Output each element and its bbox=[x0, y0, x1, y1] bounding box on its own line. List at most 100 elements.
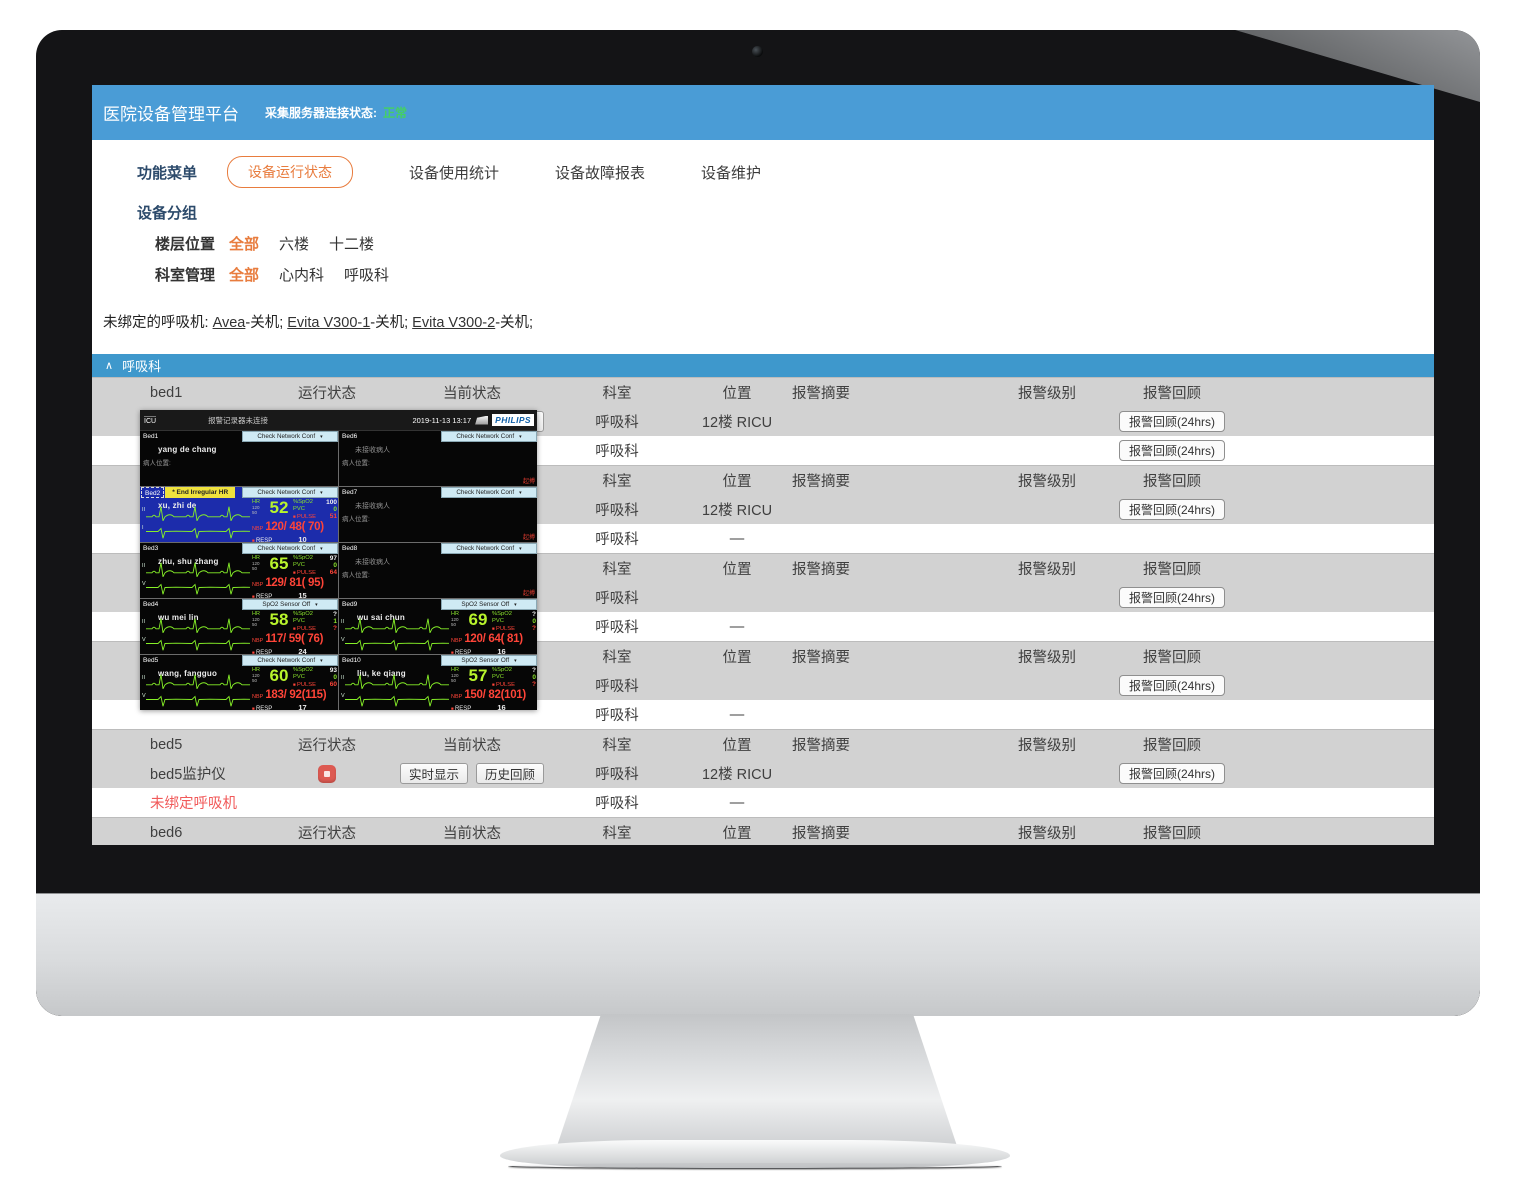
ecg-waveform bbox=[146, 674, 250, 689]
bed-id-label: Bed6 bbox=[342, 433, 358, 440]
vitals-panel: HR 120 50 57 %SpO2? PVC 0 PULSE? NBP150/ … bbox=[451, 666, 536, 710]
central-monitor-overlay: ICU 报警记录器未连接 2019-11-13 13:17 PHILIPS Be… bbox=[140, 410, 537, 710]
resp-label: RESP bbox=[451, 650, 471, 654]
no-patient-label: 未接收病人 bbox=[355, 447, 390, 454]
pulse-value: 60 bbox=[329, 681, 337, 688]
bed-config-dropdown-label: SpO2 Sensor Off bbox=[262, 601, 311, 608]
col-header-alarm-level: 报警级别 bbox=[1018, 562, 1076, 578]
chevron-down-icon: ▾ bbox=[514, 601, 517, 608]
unbound-link-avea[interactable]: Avea bbox=[212, 315, 246, 331]
ecg-waveform bbox=[345, 618, 449, 633]
bed-cell-body: 未接收病人 病人位置: 起搏 bbox=[339, 498, 537, 542]
history-review-button[interactable]: 历史回顾 bbox=[476, 763, 545, 784]
device-location: — bbox=[729, 618, 745, 635]
bed-config-dropdown-label: Check Network Conf bbox=[257, 657, 316, 664]
hr-value: 60 bbox=[269, 666, 289, 685]
device-location: 12楼 RICU bbox=[701, 503, 773, 519]
alarm-review-24hrs-button[interactable]: 报警回顾(24hrs) bbox=[1118, 763, 1225, 784]
corner-status-label: 起搏 bbox=[522, 591, 535, 597]
unbound-ventilators-line: 未绑定的呼吸机: Avea-关机; Evita V300-1-关机; Evita… bbox=[103, 311, 1434, 332]
bed-id-label: Bed9 bbox=[342, 601, 358, 608]
ecg-waveform bbox=[146, 618, 250, 633]
tab-device-fault-report[interactable]: 设备故障报表 bbox=[555, 164, 646, 182]
unbound-prefix: 未绑定的呼吸机: bbox=[103, 315, 209, 331]
bed-config-dropdown[interactable]: Check Network Conf ▾ bbox=[441, 431, 537, 442]
webcam-dot bbox=[752, 46, 763, 57]
alarm-review-24hrs-button[interactable]: 报警回顾(24hrs) bbox=[1118, 440, 1225, 461]
chevron-down-icon: ▾ bbox=[320, 433, 323, 440]
bed-config-dropdown[interactable]: Check Network Conf ▾ bbox=[441, 543, 537, 554]
nbp-value: 129/ 81( 95) bbox=[265, 577, 324, 589]
tab-device-run-status[interactable]: 设备运行状态 bbox=[227, 156, 354, 188]
device-dept: 呼吸科 bbox=[595, 532, 639, 548]
pulse-value: ? bbox=[532, 625, 536, 632]
unbound-link-evita-v300-2[interactable]: Evita V300-2 bbox=[412, 315, 496, 331]
unbound-link-evita-v300-1[interactable]: Evita V300-1 bbox=[287, 315, 371, 331]
tab-device-maintenance[interactable]: 设备维护 bbox=[701, 164, 762, 182]
ecg-waveform bbox=[146, 695, 250, 707]
patient-location-label: 病人位置: bbox=[342, 572, 370, 579]
filter-floor-12[interactable]: 十二楼 bbox=[329, 236, 375, 253]
section-bar-respiratory[interactable]: ∧ 呼吸科 bbox=[92, 354, 1434, 377]
spo2-value: ? bbox=[532, 611, 536, 618]
col-header-dept: 科室 bbox=[602, 650, 632, 666]
monitor-bed-cell: Bed8 Check Network Conf ▾ 未接收病人 病人位置: 起搏 bbox=[339, 543, 537, 598]
bed-config-dropdown[interactable]: Check Network Conf ▾ bbox=[242, 487, 338, 498]
pvc-value: 0 bbox=[532, 618, 536, 625]
col-header-alarm-summary: 报警摘要 bbox=[792, 650, 850, 666]
alarm-review-24hrs-button[interactable]: 报警回顾(24hrs) bbox=[1118, 499, 1225, 520]
ecg-waveform bbox=[345, 695, 449, 707]
filter-floor-all[interactable]: 全部 bbox=[229, 236, 260, 253]
bed-cell-body: wu mei lin II V HR 120 50 58 %SpO2? PVC 1 bbox=[140, 610, 338, 654]
bed-config-dropdown[interactable]: SpO2 Sensor Off ▾ bbox=[441, 655, 537, 666]
bed-config-dropdown[interactable]: SpO2 Sensor Off ▾ bbox=[242, 599, 338, 610]
monitor-unit-label: ICU bbox=[144, 415, 157, 425]
bed-config-dropdown[interactable]: SpO2 Sensor Off ▾ bbox=[441, 599, 537, 610]
bed-config-dropdown[interactable]: Check Network Conf ▾ bbox=[242, 655, 338, 666]
bed-cell-header: Bed6 Check Network Conf ▾ bbox=[339, 431, 537, 442]
chevron-down-icon: ▾ bbox=[519, 545, 522, 552]
filter-floor-6[interactable]: 六楼 bbox=[279, 236, 310, 253]
filter-dept-row: 科室管理 全部 心内科 呼吸科 bbox=[155, 264, 1434, 285]
monitor-device-row: bed5监护仪 实时显示 历史回顾 呼吸科 12楼 RICU 报警回顾(24hr… bbox=[92, 759, 1434, 788]
spo2-value: 93 bbox=[329, 667, 337, 674]
hr-low-limit: 50 bbox=[252, 566, 258, 571]
col-header-dept: 科室 bbox=[602, 562, 632, 578]
bed-cell-header: Bed10 SpO2 Sensor Off ▾ bbox=[339, 655, 537, 666]
unbound-status: -关机; bbox=[245, 315, 284, 331]
bed-config-dropdown[interactable]: Check Network Conf ▾ bbox=[441, 487, 537, 498]
alarm-review-24hrs-button[interactable]: 报警回顾(24hrs) bbox=[1118, 411, 1225, 432]
bed-cell-body: xu, zhi de II I HR 120 50 52 %SpO2 100 PV… bbox=[140, 498, 338, 542]
resp-value: 24 bbox=[298, 647, 307, 654]
filter-dept-cardiology[interactable]: 心内科 bbox=[279, 267, 325, 284]
monitor-bed-cell: Bed7 Check Network Conf ▾ 未接收病人 病人位置: 起搏 bbox=[339, 487, 537, 542]
bed-grid: Bed1 Check Network Conf ▾ yang de chang … bbox=[140, 431, 537, 710]
hr-low-limit: 50 bbox=[252, 510, 258, 515]
hr-low-limit: 50 bbox=[252, 678, 258, 683]
device-dept: 呼吸科 bbox=[595, 591, 639, 607]
nbp-value: 120/ 64( 81) bbox=[464, 633, 523, 645]
alarm-recorder-icon bbox=[475, 415, 489, 425]
col-header-alarm-summary: 报警摘要 bbox=[792, 386, 850, 402]
resp-value: 17 bbox=[298, 703, 307, 710]
ventilator-name: 未绑定呼吸机 bbox=[150, 796, 237, 812]
filter-dept-all[interactable]: 全部 bbox=[229, 267, 260, 284]
collapse-caret-icon[interactable]: ∧ bbox=[105, 360, 114, 372]
bed-group-label: bed1 bbox=[150, 384, 183, 401]
alarm-review-24hrs-button[interactable]: 报警回顾(24hrs) bbox=[1118, 675, 1225, 696]
bed-config-dropdown[interactable]: Check Network Conf ▾ bbox=[242, 543, 338, 554]
filter-dept-respiratory[interactable]: 呼吸科 bbox=[344, 267, 390, 284]
monitor-datetime: 2019-11-13 13:17 bbox=[412, 415, 472, 425]
bed-cell-header: Bed4 SpO2 Sensor Off ▾ bbox=[140, 599, 338, 610]
ecg-waveform bbox=[345, 639, 449, 651]
bed-config-dropdown[interactable]: Check Network Conf ▾ bbox=[242, 431, 338, 442]
tab-device-usage-stats[interactable]: 设备使用统计 bbox=[409, 164, 500, 182]
hr-low-limit: 50 bbox=[252, 622, 258, 627]
realtime-display-button[interactable]: 实时显示 bbox=[399, 763, 468, 784]
resp-label: RESP bbox=[252, 706, 272, 710]
spo2-label: %SpO2 bbox=[492, 667, 512, 673]
bed-cell-body: wu sai chun II V HR 120 50 69 %SpO2? PVC… bbox=[339, 610, 537, 654]
col-header-alarm-review: 报警回顾 bbox=[1143, 650, 1201, 666]
nbp-label: NBP bbox=[252, 638, 264, 644]
alarm-review-24hrs-button[interactable]: 报警回顾(24hrs) bbox=[1118, 587, 1225, 608]
